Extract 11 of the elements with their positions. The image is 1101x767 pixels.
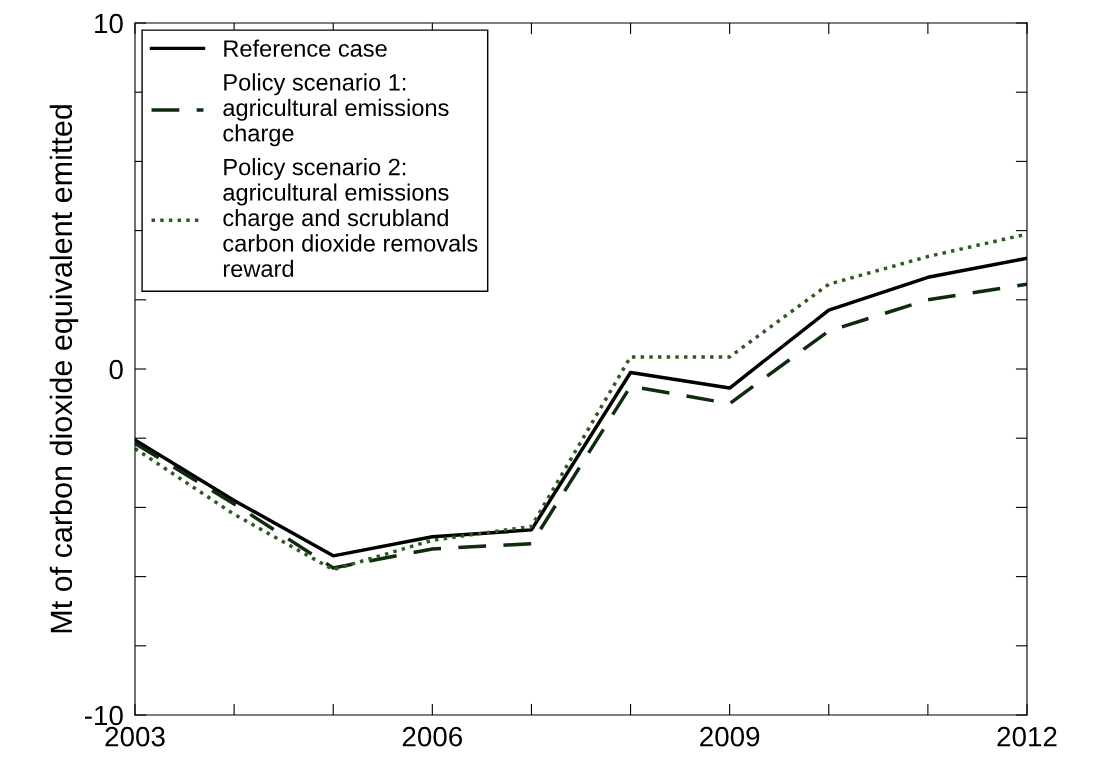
y-tick-label: 10 xyxy=(95,13,123,34)
legend-label: Policy scenario 2: agricultural emissions charge and scrubland carbon dioxide removals reward xyxy=(223,158,478,278)
y-axis-title: Mt of carbon dioxide equivalent emitted xyxy=(49,105,79,633)
x-tick-label: 2006 xyxy=(402,726,463,747)
legend-label: Policy scenario 1: agricultural emissions charge xyxy=(223,73,449,147)
x-tick-label: 2003 xyxy=(105,726,165,747)
legend-label: Reference case xyxy=(224,39,387,57)
y-tick-label: 0 xyxy=(109,359,123,380)
x-tick-label: 2009 xyxy=(700,726,760,747)
x-tick-label: 2012 xyxy=(997,726,1057,747)
y-tick-label: -10 xyxy=(84,705,123,726)
